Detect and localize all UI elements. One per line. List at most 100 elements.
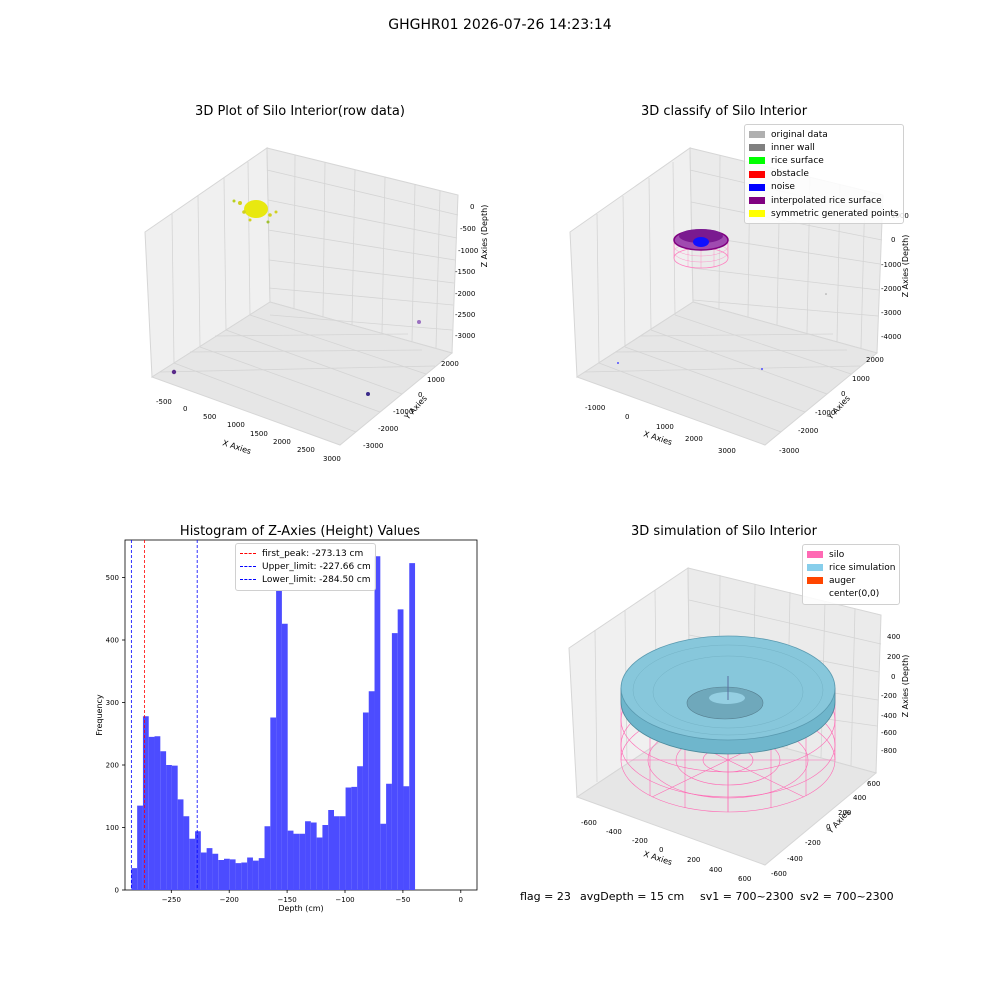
histogram-bar [287,830,294,890]
histogram-bar [328,810,334,890]
svg-text:0: 0 [183,405,187,413]
svg-text:-4000: -4000 [881,333,901,341]
x-tick-label: −200 [220,896,239,904]
histogram-bar [224,858,230,890]
histogram-bar [270,717,277,890]
histogram-bar [148,736,155,890]
histogram-bar [351,786,358,890]
noise-cluster [693,237,709,247]
svg-text:1500: 1500 [250,430,268,438]
histogram-bar [247,857,253,890]
y-tick-label: 500 [106,574,119,582]
raw-3d-plot: -500 0 500 1000 1500 2000 2500 3000 X Ax… [144,147,489,463]
histogram-bar [299,833,306,890]
svg-text:-1000: -1000 [585,404,605,412]
svg-text:2000: 2000 [441,360,459,368]
classify-y-label: Y Axies [825,394,852,422]
histogram-y-ticks: 0 100 200 300 400 500 [106,574,125,895]
histogram-bar [200,852,207,890]
histogram-bar [258,858,265,890]
svg-text:0: 0 [659,846,663,854]
figure-title: GHGHR01 2026-07-26 14:23:14 [388,17,612,33]
noise-point [617,362,619,364]
noise-point [171,369,177,375]
svg-text:-1500: -1500 [455,268,475,276]
svg-text:-1000: -1000 [393,408,413,416]
histogram-reference-lines [130,540,198,890]
histogram-bar [183,816,190,890]
legend-item-first-peak: first_peak: -273.13 cm [240,547,371,560]
x-tick-label: −50 [396,896,411,904]
legend-item-auger: auger [807,574,895,587]
svg-text:-2000: -2000 [378,425,398,433]
svg-text:1000: 1000 [227,421,245,429]
simulation-plot-title: 3D simulation of Silo Interior [631,524,817,539]
svg-text:-1000: -1000 [458,247,478,255]
histogram-bar [131,868,138,890]
histogram-bar [177,799,184,890]
svg-text:-1000: -1000 [881,261,901,269]
histogram-y-label: Frequency [95,694,104,736]
raw-x-label: X Axies [221,438,252,456]
y-tick-label: 0 [115,887,119,895]
y-tick-label: 200 [106,762,119,770]
histogram-bar [305,821,311,890]
svg-text:-400: -400 [881,712,897,720]
histogram-bar [206,848,213,890]
histogram-bars [131,556,416,890]
raw-y-ticks: 2000 1000 0 -1000 -2000 -3000 [363,360,459,450]
histogram-bar [160,751,167,890]
svg-text:1000: 1000 [852,375,870,383]
svg-text:200: 200 [687,856,700,864]
classify-x-label: X Axies [642,429,673,447]
svg-text:-800: -800 [881,747,897,755]
svg-text:-2000: -2000 [881,285,901,293]
sv1-readout: sv1 = 700~2300 [700,890,794,903]
simulation-x-ticks: -600 -400 -200 0 200 400 600 [581,819,751,883]
histogram-x-label: Depth (cm) [278,904,323,913]
legend-item-original-data: original data [749,128,899,141]
histogram-bar [403,786,410,890]
svg-text:-200: -200 [881,692,897,700]
svg-text:-500: -500 [460,225,476,233]
histogram-bar [252,860,259,890]
histogram-legend: first_peak: -273.13 cm Upper_limit: -227… [235,543,376,591]
y-tick-label: 100 [106,824,119,832]
classify-y-ticks: 2000 1000 0 -1000 -2000 -3000 [779,356,884,455]
histogram-bar [316,837,323,890]
histogram-bar [368,691,375,890]
raw-data-points [171,199,421,396]
svg-text:600: 600 [738,875,751,883]
histogram-x-ticks: −250 −200 −150 −100 −50 0 [162,890,463,904]
legend-item-center: center(0,0) [829,589,880,600]
svg-text:2000: 2000 [866,356,884,364]
svg-text:0: 0 [625,413,629,421]
svg-text:-2500: -2500 [455,311,475,319]
histogram-bar [397,609,404,890]
rice-simulation-surface [620,635,836,755]
svg-text:-400: -400 [787,855,803,863]
svg-text:500: 500 [203,413,216,421]
simulation-3d-plot: -600 -400 -200 0 200 400 600 X Axies 600… [568,567,910,883]
rice-point-cluster [244,200,268,218]
noise-point [761,368,763,370]
histogram-bar [380,823,387,890]
histogram-bar [166,765,172,890]
svg-text:2000: 2000 [685,435,703,443]
legend-item-rice-simulation: rice simulation [807,561,895,574]
svg-text:2500: 2500 [297,446,315,454]
svg-text:-3000: -3000 [779,447,799,455]
x-tick-label: −250 [162,896,181,904]
legend-item-inner-wall: inner wall [749,141,899,154]
legend-item-lower-limit: Lower_limit: -284.50 cm [240,573,371,586]
svg-text:-3000: -3000 [881,309,901,317]
x-tick-label: −150 [277,896,296,904]
svg-text:0: 0 [418,391,422,399]
svg-text:-600: -600 [581,819,597,827]
y-tick-label: 400 [106,637,119,645]
histogram-chart: −250 −200 −150 −100 −50 0 0 100 200 300 400 500 De… [95,539,478,913]
classify-z-label: Z Axies (Depth) [901,235,910,298]
histogram-bar [293,833,300,890]
raw-z-label: Z Axies (Depth) [480,205,489,268]
svg-text:-2000: -2000 [455,290,475,298]
